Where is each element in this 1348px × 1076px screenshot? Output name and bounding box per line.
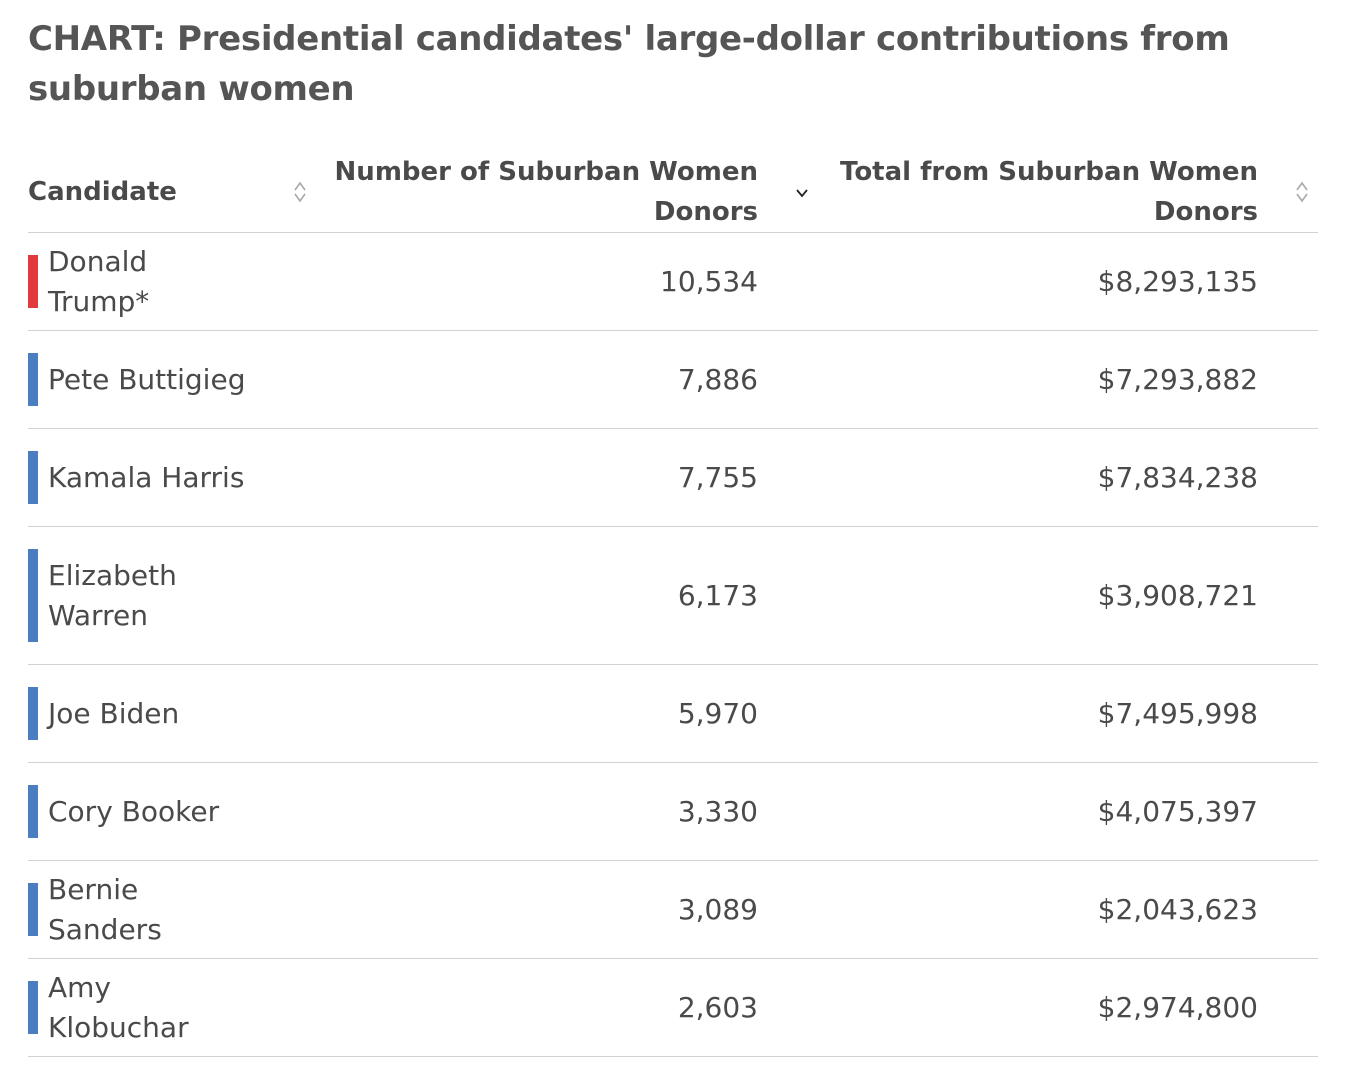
table-row: Kamala Harris 7,755 $7,834,238 [28,429,1318,527]
party-color-bar [28,883,38,936]
donor-count: 5,970 [677,696,758,730]
donor-count: 10,534 [660,264,758,298]
sort-unsorted-icon[interactable] [293,180,307,204]
party-color-bar [28,687,38,740]
candidate-name: Joe Biden [48,696,180,730]
donor-count: 7,886 [677,362,758,396]
column-header-donors[interactable]: Number of Suburban Women Donors [334,157,758,227]
donor-total: $2,043,623 [1097,892,1258,926]
sort-descending-icon[interactable] [795,184,809,208]
table-row: Pete Buttigieg 7,886 $7,293,882 [28,331,1318,429]
donor-total: $4,075,397 [1097,794,1258,828]
candidate-name: Elizabeth Warren [48,558,177,632]
contributions-table: Candidate Number of Suburban Women Donor… [28,150,1318,1057]
donor-count: 7,755 [677,460,758,494]
party-color-bar [28,981,38,1034]
candidate-name: Donald Trump* [48,244,150,318]
donor-count: 6,173 [677,578,758,612]
donor-total: $7,293,882 [1097,362,1258,396]
party-color-bar [28,549,38,642]
party-color-bar [28,785,38,838]
party-color-bar [28,255,38,308]
donor-total: $3,908,721 [1097,578,1258,612]
candidate-name: Cory Booker [48,794,220,828]
donor-total: $7,495,998 [1097,696,1258,730]
table-header: Candidate Number of Suburban Women Donor… [28,150,1318,233]
chart-title: CHART: Presidential candidates' large-do… [28,19,1230,109]
donor-count: 3,089 [677,892,758,926]
table-row: Cory Booker 3,330 $4,075,397 [28,763,1318,861]
donor-total: $8,293,135 [1097,264,1258,298]
donor-total: $7,834,238 [1097,460,1258,494]
donor-count: 3,330 [677,794,758,828]
candidate-name: Bernie Sanders [48,872,162,946]
candidate-name: Amy Klobuchar [48,970,189,1044]
donor-total: $2,974,800 [1097,990,1258,1024]
column-header-total[interactable]: Total from Suburban Women Donors [840,157,1258,227]
table-row: Elizabeth Warren 6,173 $3,908,721 [28,527,1318,665]
party-color-bar [28,353,38,406]
table-row: Amy Klobuchar 2,603 $2,974,800 [28,959,1318,1057]
candidate-name: Kamala Harris [48,460,245,494]
sort-unsorted-icon[interactable] [1295,180,1309,204]
table-row: Joe Biden 5,970 $7,495,998 [28,665,1318,763]
column-header-candidate[interactable]: Candidate [28,177,177,207]
party-color-bar [28,451,38,504]
candidate-name: Pete Buttigieg [48,362,246,396]
table-row: Bernie Sanders 3,089 $2,043,623 [28,861,1318,959]
donor-count: 2,603 [677,990,758,1024]
table-row: Donald Trump* 10,534 $8,293,135 [28,233,1318,331]
